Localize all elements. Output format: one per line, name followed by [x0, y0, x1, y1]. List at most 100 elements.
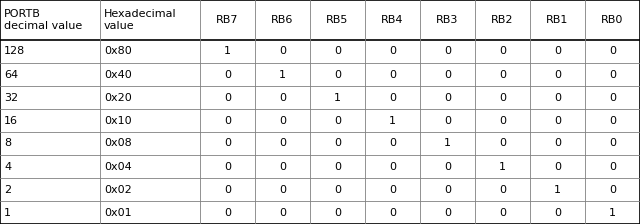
Bar — [475, 132, 530, 155]
Text: 0: 0 — [444, 69, 451, 80]
Text: 0: 0 — [609, 138, 616, 149]
Text: 0: 0 — [279, 162, 286, 172]
Bar — [530, 155, 585, 178]
Bar — [200, 178, 255, 201]
Text: 0x10: 0x10 — [104, 116, 132, 125]
Bar — [0, 109, 100, 132]
Text: 0: 0 — [224, 93, 231, 103]
Text: 0: 0 — [444, 93, 451, 103]
Text: 0: 0 — [554, 93, 561, 103]
Text: 0: 0 — [389, 162, 396, 172]
Text: 0x08: 0x08 — [104, 138, 132, 149]
Bar — [530, 178, 585, 201]
Bar — [255, 109, 310, 132]
Bar — [365, 109, 420, 132]
Text: RB1: RB1 — [547, 15, 569, 25]
Bar — [100, 40, 200, 63]
Bar — [530, 86, 585, 109]
Text: 1: 1 — [609, 207, 616, 218]
Bar — [200, 155, 255, 178]
Text: 0: 0 — [224, 138, 231, 149]
Bar — [310, 0, 365, 40]
Text: 8: 8 — [4, 138, 11, 149]
Bar — [0, 40, 100, 63]
Bar — [420, 132, 475, 155]
Text: RB7: RB7 — [216, 15, 239, 25]
Bar — [530, 201, 585, 224]
Bar — [365, 0, 420, 40]
Bar — [0, 0, 100, 40]
Text: Hexadecimal
value: Hexadecimal value — [104, 9, 177, 31]
Bar — [365, 178, 420, 201]
Bar — [475, 155, 530, 178]
Text: 1: 1 — [389, 116, 396, 125]
Bar — [255, 155, 310, 178]
Bar — [475, 0, 530, 40]
Bar — [200, 109, 255, 132]
Bar — [255, 201, 310, 224]
Bar — [255, 132, 310, 155]
Bar — [365, 40, 420, 63]
Text: 0: 0 — [334, 116, 341, 125]
Text: 1: 1 — [279, 69, 286, 80]
Text: 0x40: 0x40 — [104, 69, 132, 80]
Bar — [100, 132, 200, 155]
Text: 0: 0 — [554, 162, 561, 172]
Bar — [100, 155, 200, 178]
Bar — [475, 178, 530, 201]
Text: RB0: RB0 — [602, 15, 624, 25]
Bar — [475, 201, 530, 224]
Text: 0: 0 — [499, 69, 506, 80]
Text: 0: 0 — [444, 185, 451, 194]
Bar — [255, 40, 310, 63]
Text: 16: 16 — [4, 116, 18, 125]
Text: 0: 0 — [499, 185, 506, 194]
Text: 0: 0 — [279, 47, 286, 56]
Text: 0: 0 — [499, 47, 506, 56]
Text: 1: 1 — [224, 47, 231, 56]
Text: 0: 0 — [499, 93, 506, 103]
Text: 0x20: 0x20 — [104, 93, 132, 103]
Text: 0x80: 0x80 — [104, 47, 132, 56]
Bar — [585, 86, 640, 109]
Text: 0: 0 — [389, 69, 396, 80]
Bar — [0, 63, 100, 86]
Text: 0: 0 — [334, 185, 341, 194]
Bar — [585, 155, 640, 178]
Bar — [255, 178, 310, 201]
Text: 0: 0 — [389, 93, 396, 103]
Bar — [420, 201, 475, 224]
Text: 0: 0 — [389, 185, 396, 194]
Bar — [200, 0, 255, 40]
Bar — [0, 155, 100, 178]
Text: 0: 0 — [334, 207, 341, 218]
Bar — [310, 86, 365, 109]
Bar — [310, 63, 365, 86]
Bar — [585, 0, 640, 40]
Bar — [530, 63, 585, 86]
Bar — [585, 40, 640, 63]
Text: 0: 0 — [224, 116, 231, 125]
Text: 0: 0 — [279, 93, 286, 103]
Text: 0: 0 — [444, 207, 451, 218]
Text: 1: 1 — [499, 162, 506, 172]
Bar — [0, 178, 100, 201]
Bar — [200, 63, 255, 86]
Text: RB5: RB5 — [326, 15, 349, 25]
Text: 0: 0 — [499, 207, 506, 218]
Text: 0: 0 — [334, 47, 341, 56]
Text: 0: 0 — [609, 93, 616, 103]
Text: 0: 0 — [499, 138, 506, 149]
Bar — [365, 63, 420, 86]
Bar — [420, 86, 475, 109]
Text: 0: 0 — [609, 162, 616, 172]
Text: 0: 0 — [334, 162, 341, 172]
Bar — [530, 40, 585, 63]
Text: 0: 0 — [389, 207, 396, 218]
Bar — [530, 0, 585, 40]
Text: 2: 2 — [4, 185, 11, 194]
Bar — [365, 132, 420, 155]
Bar — [100, 86, 200, 109]
Bar — [530, 109, 585, 132]
Bar — [420, 178, 475, 201]
